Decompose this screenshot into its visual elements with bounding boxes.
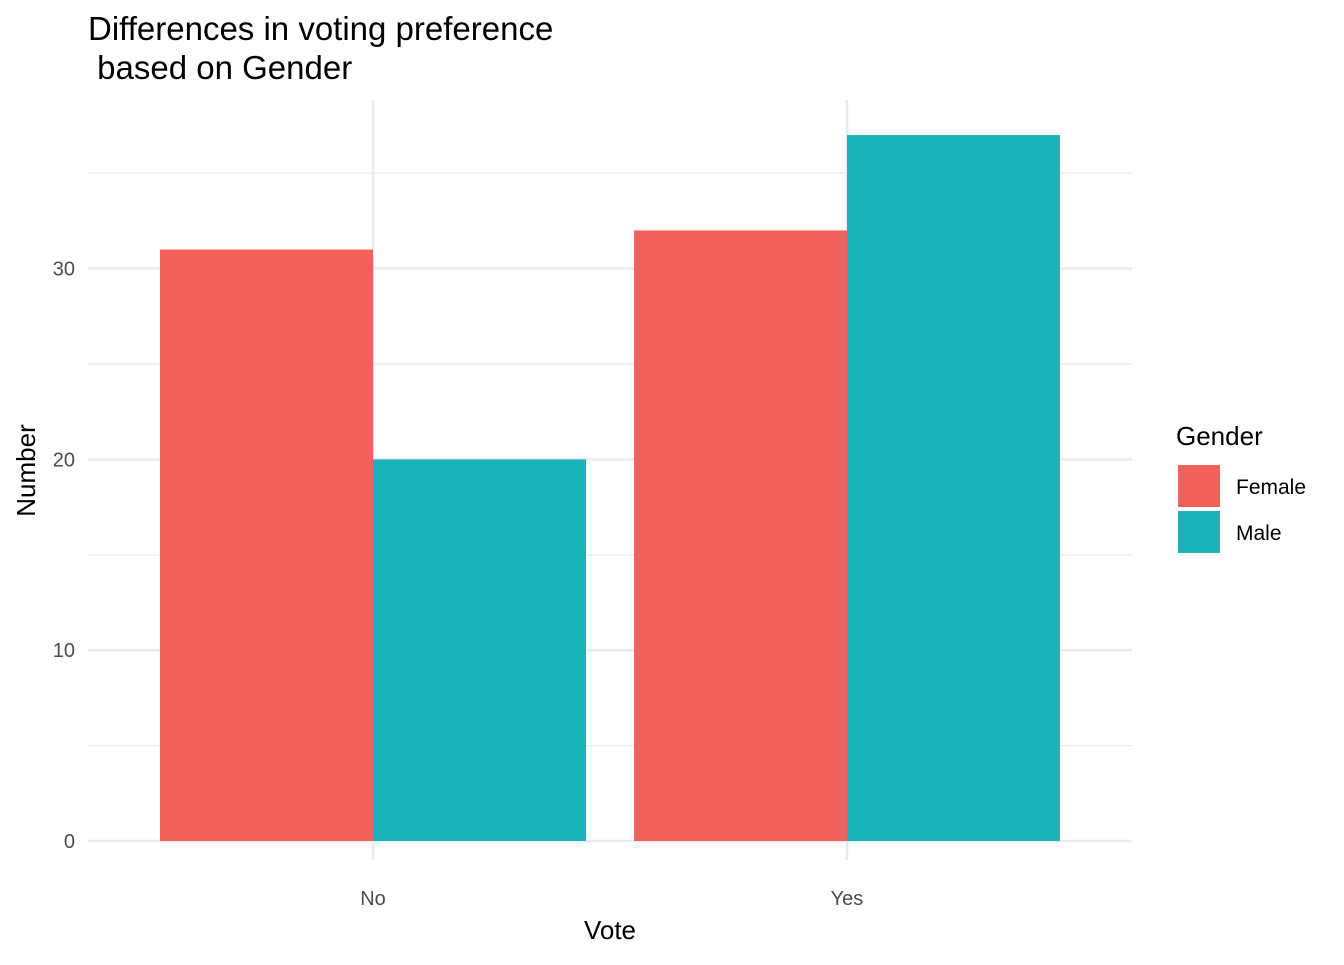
bars bbox=[160, 135, 1060, 841]
chart-title-line: based on Gender bbox=[88, 49, 352, 86]
x-axis-title: Vote bbox=[584, 915, 636, 945]
legend-title: Gender bbox=[1176, 421, 1263, 451]
chart-title: Differences in voting preference based o… bbox=[88, 10, 553, 86]
y-tick-label: 10 bbox=[53, 640, 75, 662]
bar-male-no bbox=[373, 459, 586, 841]
legend-label-female: Female bbox=[1236, 476, 1306, 499]
x-tick-label: No bbox=[360, 888, 386, 910]
legend-key-female bbox=[1178, 465, 1220, 507]
bar-female-no bbox=[160, 250, 373, 841]
y-tick-label: 20 bbox=[53, 449, 75, 471]
x-axis-ticks: No Yes bbox=[360, 888, 863, 910]
legend-items: Female Male bbox=[1178, 465, 1306, 553]
y-axis-title: Number bbox=[11, 424, 41, 517]
chart-title-line: Differences in voting preference bbox=[88, 10, 553, 47]
legend-label-male: Male bbox=[1236, 522, 1282, 545]
y-tick-label: 30 bbox=[53, 259, 75, 281]
legend: Gender Female Male bbox=[1176, 421, 1306, 553]
bar-male-yes bbox=[847, 135, 1060, 841]
x-tick-label: Yes bbox=[831, 888, 864, 910]
y-tick-label: 0 bbox=[64, 831, 75, 853]
y-axis-ticks: 0 10 20 30 bbox=[53, 259, 75, 853]
bar-female-yes bbox=[634, 230, 847, 841]
legend-key-male bbox=[1178, 511, 1220, 553]
